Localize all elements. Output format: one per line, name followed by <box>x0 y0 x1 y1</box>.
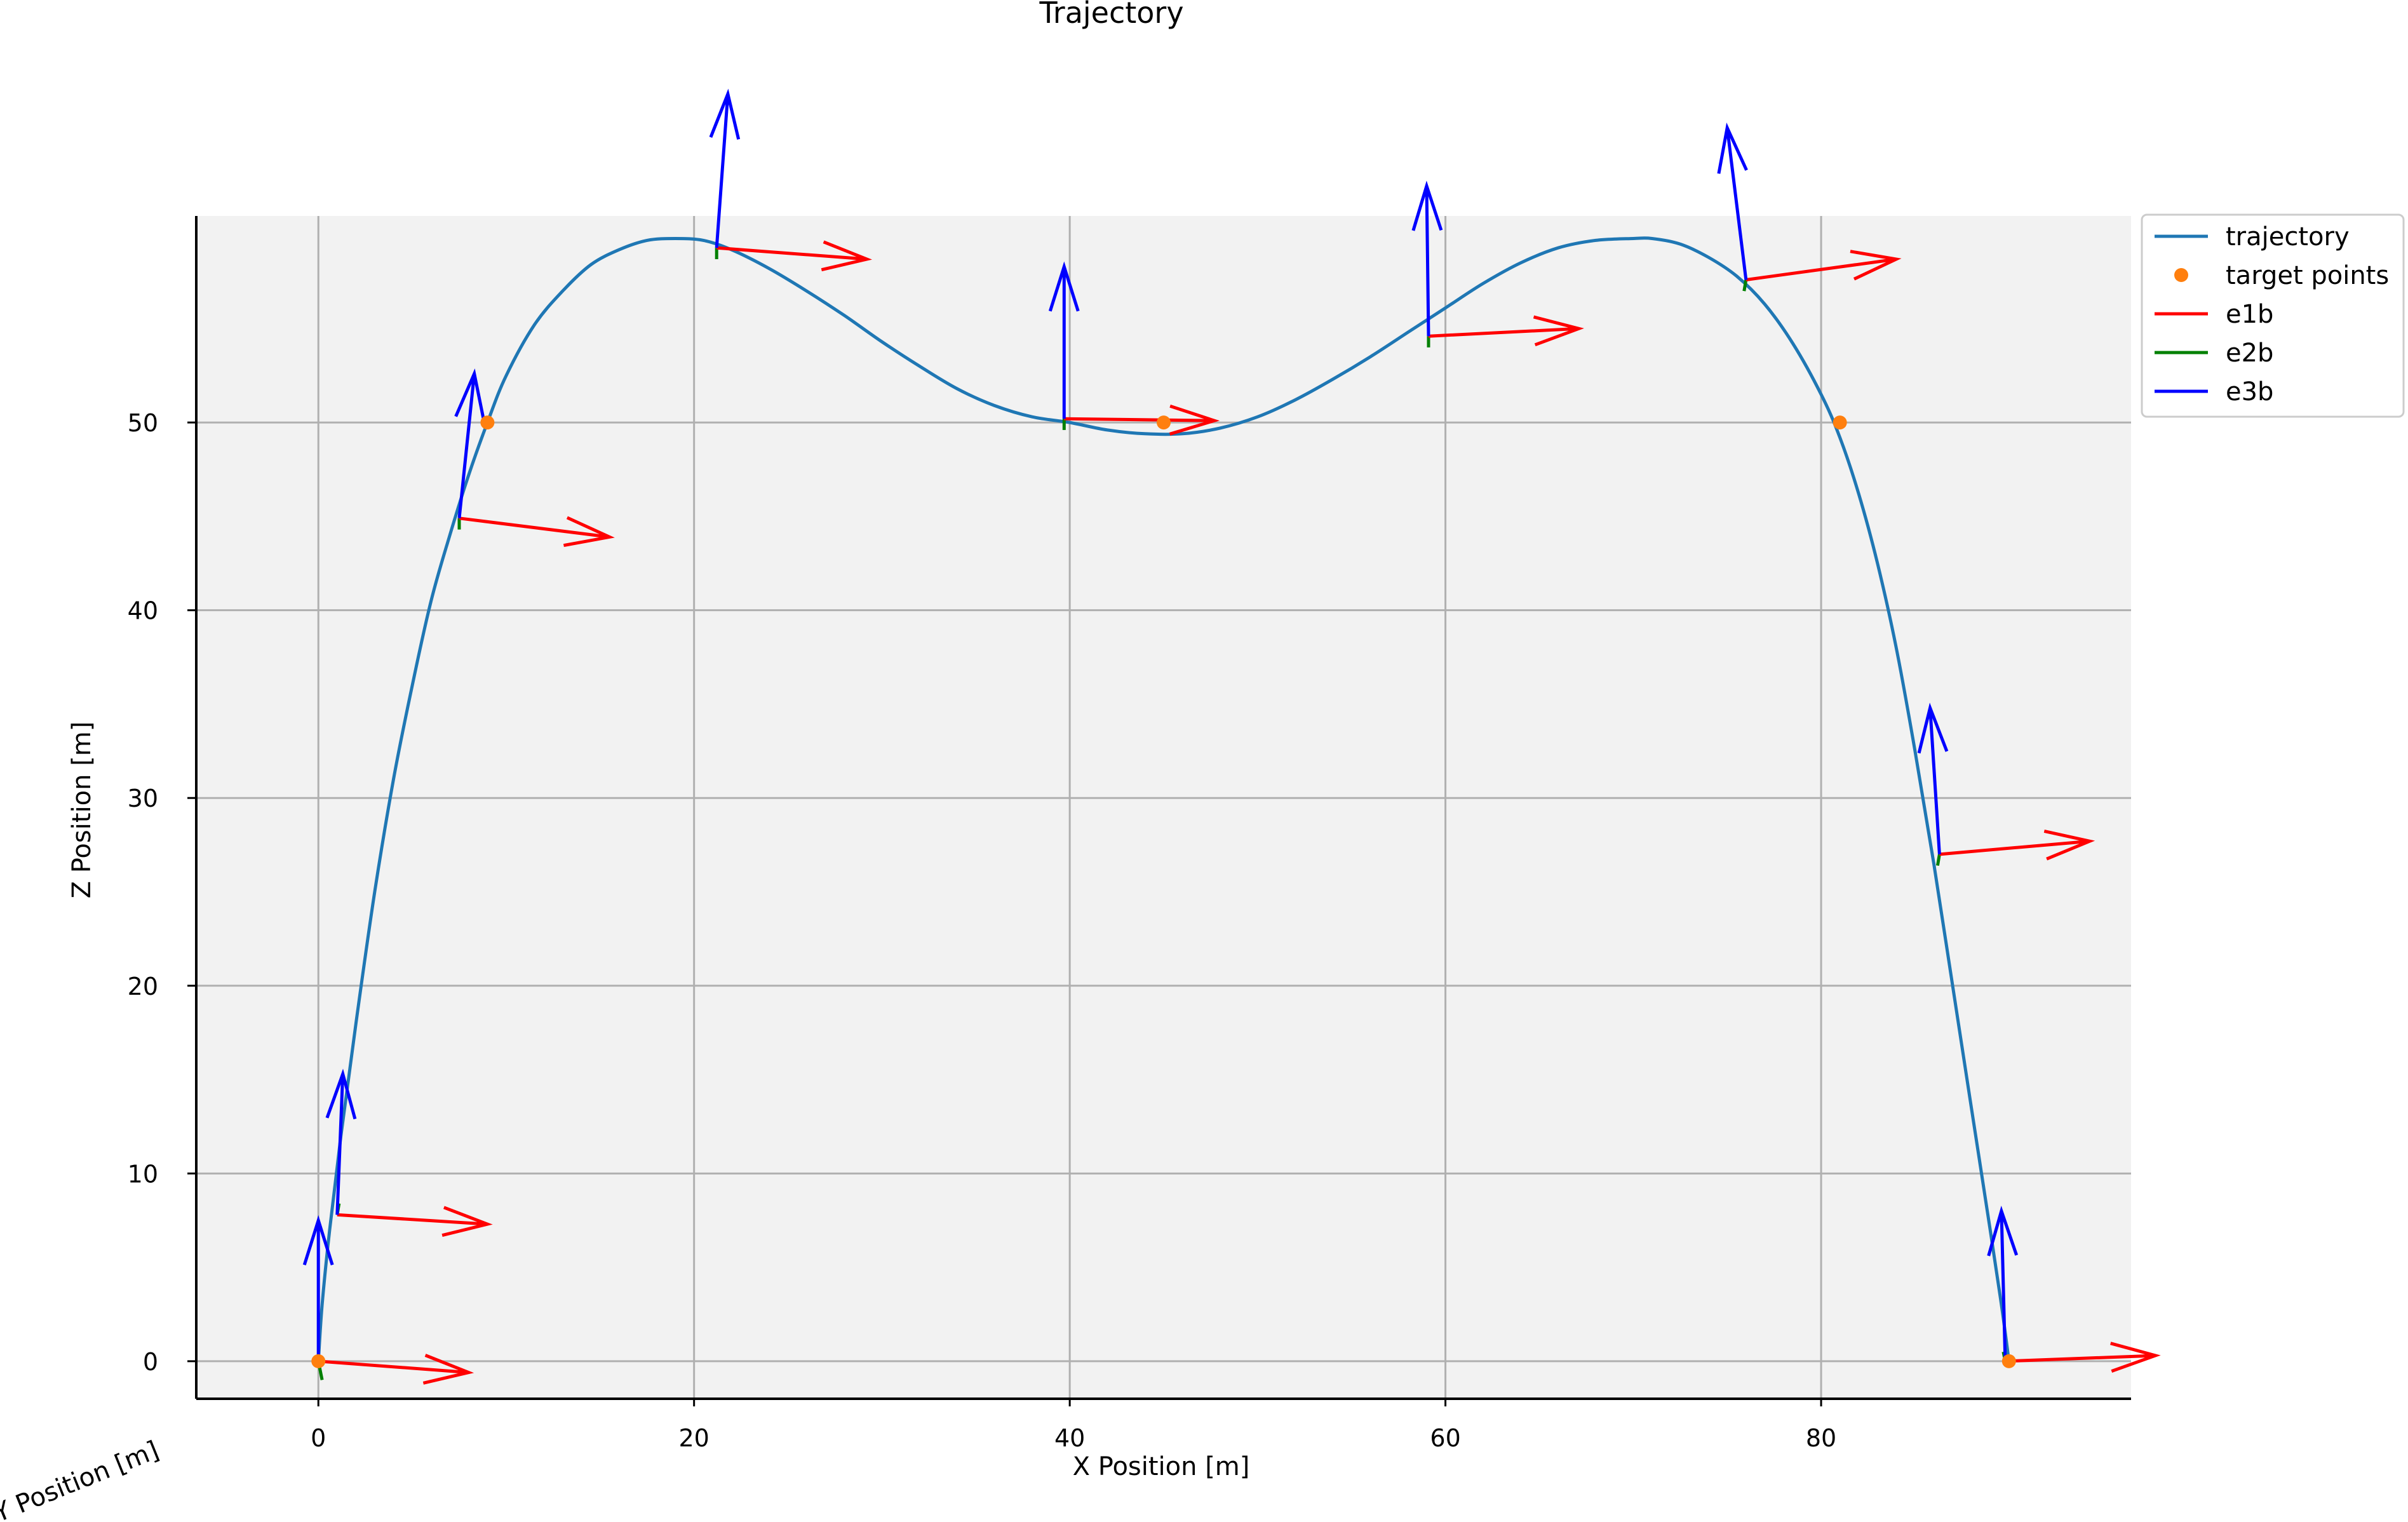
trajectory-series <box>316 236 2011 1362</box>
target-point <box>311 1354 326 1368</box>
z-tick-label: 30 <box>128 785 158 812</box>
e3b-arrow <box>302 1215 334 1361</box>
e3b-arrow <box>709 88 741 248</box>
e1b-arrow <box>318 1354 474 1385</box>
legend-label: trajectory <box>2226 222 2350 252</box>
tick-labels: 0 20 40 60 80 0 10 20 30 40 50 <box>128 409 1837 1452</box>
e3b-arrow <box>1717 122 1748 280</box>
legend: trajectory target points e1b e2b e3b <box>2141 213 2405 418</box>
z-tick-label: 20 <box>128 973 158 1000</box>
x-tick-label: 0 <box>311 1424 326 1452</box>
x-tick-label: 40 <box>1054 1424 1085 1452</box>
legend-label: target points <box>2226 261 2389 290</box>
target-points <box>311 415 2016 1368</box>
e1b-arrow <box>1064 404 1220 436</box>
plot-area <box>196 216 2131 1399</box>
x-tick-label: 80 <box>1806 1424 1836 1452</box>
e1b-arrow <box>1939 829 2095 861</box>
legend-label: e2b <box>2226 339 2273 368</box>
x-tick-label: 60 <box>1430 1424 1460 1452</box>
x-tick-label: 20 <box>678 1424 709 1452</box>
e1b-arrow <box>716 240 873 272</box>
e1b-arrow <box>2005 1342 2161 1373</box>
z-tick-label: 50 <box>128 409 158 437</box>
body-frame-arrows <box>302 88 2161 1385</box>
z-tick-label: 0 <box>143 1348 158 1376</box>
e1b-arrow <box>337 1206 493 1237</box>
e3b-arrow <box>1987 1206 2019 1361</box>
chart-title: Trajectory <box>1039 0 1183 30</box>
y-axis-label: Y Position [m] <box>0 1436 163 1522</box>
z-axis-label: Z Position [m] <box>67 722 97 899</box>
e3b-arrow <box>1917 703 1949 855</box>
e2b-arrow <box>1935 854 1941 866</box>
e3b-arrow <box>1411 180 1443 337</box>
e3b-arrow <box>1048 261 1080 419</box>
legend-label: e3b <box>2226 377 2273 407</box>
target-point <box>1157 415 1171 430</box>
axes <box>187 216 2131 1406</box>
legend-label: e1b <box>2226 300 2273 329</box>
z-tick-label: 40 <box>128 597 158 625</box>
legend-swatch-target-points <box>2174 268 2188 282</box>
e2b-arrow <box>1742 279 1748 292</box>
e1b-arrow <box>1428 315 1584 347</box>
e1b-arrow <box>1745 250 1902 281</box>
target-point <box>2001 1354 2016 1368</box>
legend-items: trajectory target points e1b e2b e3b <box>2155 222 2389 407</box>
target-point <box>1833 415 1847 430</box>
target-point <box>480 415 495 430</box>
legend-box <box>2141 213 2405 418</box>
trajectory-line <box>316 236 2011 1362</box>
e1b-arrow <box>459 516 615 548</box>
e3b-arrow <box>325 1068 357 1215</box>
e3b-arrow <box>454 368 485 519</box>
x-axis-label: X Position [m] <box>1073 1452 1250 1481</box>
z-tick-label: 10 <box>128 1160 158 1188</box>
grid-lines <box>196 216 2131 1399</box>
